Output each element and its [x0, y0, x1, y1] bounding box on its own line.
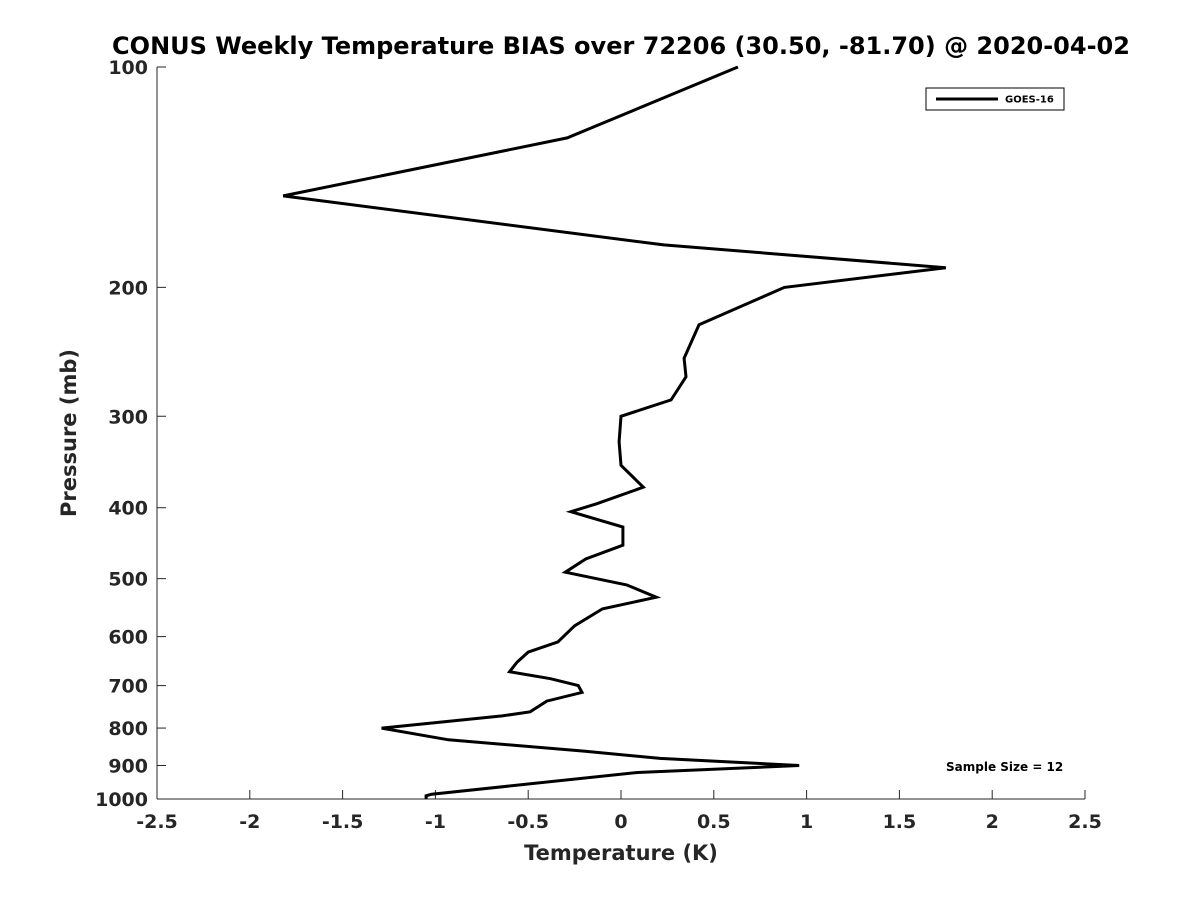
x-tick-label: 2	[986, 811, 999, 833]
y-tick-label: 300	[108, 406, 148, 428]
y-axis-label: Pressure (mb)	[57, 349, 81, 517]
x-tick-label: -2.5	[136, 811, 178, 833]
y-tick-label: 900	[108, 756, 148, 778]
y-tick-label: 100	[108, 57, 148, 79]
x-tick-label: -1	[425, 811, 446, 833]
x-axis-ticks: -2.5 -2 -1.5 -1 -0.5 0 0.5 1 1.5 2 2.5	[136, 790, 1102, 833]
y-tick-label: 400	[108, 498, 148, 520]
y-tick-label: 200	[108, 277, 148, 299]
chart-title: CONUS Weekly Temperature BIAS over 72206…	[112, 32, 1130, 60]
x-tick-label: 0.5	[697, 811, 731, 833]
x-tick-label: 0	[614, 811, 627, 833]
y-tick-label: 800	[108, 718, 148, 740]
x-tick-label: -1.5	[322, 811, 364, 833]
y-tick-label: 700	[108, 676, 148, 698]
x-axis-label: Temperature (K)	[524, 841, 718, 865]
y-axis-ticks: 100 200 300 400 500 600 700 800 900 1000	[95, 57, 166, 811]
y-tick-label: 500	[108, 569, 148, 591]
x-tick-label: 1	[800, 811, 813, 833]
x-tick-label: 2.5	[1068, 811, 1102, 833]
y-tick-label: 1000	[95, 789, 148, 811]
legend-label: GOES-16	[1005, 95, 1054, 106]
legend: GOES-16	[925, 87, 1065, 111]
x-tick-label: -0.5	[507, 811, 549, 833]
series-line-goes16	[282, 65, 946, 799]
sample-size-annotation: Sample Size = 12	[946, 760, 1063, 774]
x-tick-label: 1.5	[883, 811, 917, 833]
x-tick-label: -2	[239, 811, 260, 833]
y-tick-label: 600	[108, 627, 148, 649]
